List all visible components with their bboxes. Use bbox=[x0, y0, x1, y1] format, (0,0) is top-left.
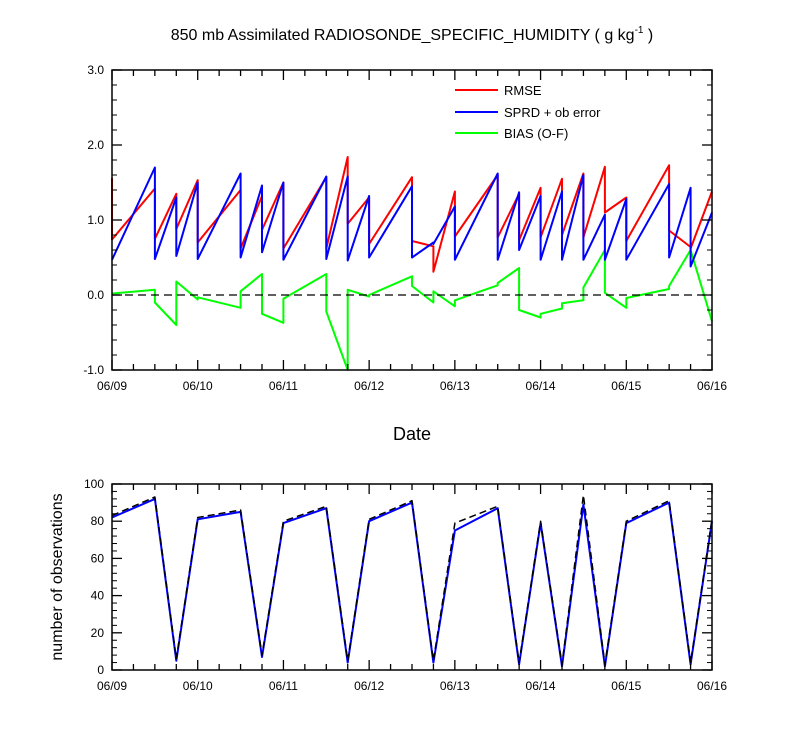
legend-sprd-label: SPRD + ob error bbox=[504, 105, 601, 120]
bottom-y-axis-label: number of observations bbox=[49, 493, 66, 660]
legend: RMSE SPRD + ob error BIAS (O-F) bbox=[455, 83, 601, 141]
top-x-axis-label: Date bbox=[393, 424, 431, 444]
top-y-tick-label: 0.0 bbox=[87, 288, 104, 302]
top-x-tick-label: 06/12 bbox=[354, 379, 384, 393]
bottom-x-tick-label: 06/14 bbox=[526, 679, 556, 693]
top-chart: RMSE SPRD + ob error BIAS (O-F) 06/09 06/… bbox=[83, 63, 727, 444]
top-series-group bbox=[111, 156, 713, 371]
bottom-axes: 06/09 06/10 06/11 06/12 06/13 06/14 06/15 06/16… bbox=[84, 477, 727, 693]
legend-rmse-label: RMSE bbox=[504, 83, 542, 98]
top-y-tick-label: 3.0 bbox=[87, 63, 104, 77]
top-y-tick-label: 2.0 bbox=[87, 138, 104, 152]
bottom-x-tick-label: 06/09 bbox=[97, 679, 127, 693]
bottom-series-group bbox=[111, 494, 713, 668]
rmse-series-line bbox=[111, 156, 713, 273]
top-chart-title: 850 mb Assimilated RADIOSONDE_SPECIFIC_H… bbox=[171, 25, 654, 44]
top-x-tick-label: 06/13 bbox=[440, 379, 470, 393]
top-x-tick-label: 06/14 bbox=[526, 379, 556, 393]
top-x-tick-label: 06/15 bbox=[611, 379, 641, 393]
top-axes: 06/09 06/10 06/11 06/12 06/13 06/14 06/15 06/16… bbox=[83, 63, 727, 393]
bottom-chart: 06/09 06/10 06/11 06/12 06/13 06/14 06/15 06/16… bbox=[49, 477, 727, 693]
bottom-x-tick-label: 06/13 bbox=[440, 679, 470, 693]
bottom-y-tick-label: 0 bbox=[97, 663, 104, 677]
bottom-y-tick-label: 40 bbox=[91, 589, 105, 603]
obs-assimilated-series-line bbox=[111, 497, 713, 668]
top-x-tick-label: 06/10 bbox=[183, 379, 213, 393]
legend-bias-label: BIAS (O-F) bbox=[504, 126, 568, 141]
bottom-plot-frame bbox=[111, 483, 713, 671]
bottom-x-tick-label: 06/10 bbox=[183, 679, 213, 693]
top-x-tick-label: 06/11 bbox=[269, 379, 298, 393]
obs-available-series-line bbox=[111, 494, 713, 666]
bias-series-line bbox=[111, 249, 713, 371]
bottom-y-tick-label: 80 bbox=[91, 514, 105, 528]
bottom-x-tick-label: 06/15 bbox=[611, 679, 641, 693]
top-x-tick-label: 06/09 bbox=[97, 379, 127, 393]
top-x-tick-label: 06/16 bbox=[697, 379, 727, 393]
bottom-x-tick-label: 06/12 bbox=[354, 679, 384, 693]
bottom-x-tick-label: 06/16 bbox=[697, 679, 727, 693]
top-y-tick-label: 1.0 bbox=[87, 213, 104, 227]
bottom-y-tick-label: 20 bbox=[91, 626, 105, 640]
bottom-y-tick-label: 60 bbox=[91, 551, 105, 565]
bottom-x-tick-label: 06/11 bbox=[269, 679, 298, 693]
bottom-y-tick-label: 100 bbox=[84, 477, 104, 491]
sprd-series-line bbox=[111, 166, 713, 268]
top-y-tick-label: -1.0 bbox=[83, 363, 104, 377]
